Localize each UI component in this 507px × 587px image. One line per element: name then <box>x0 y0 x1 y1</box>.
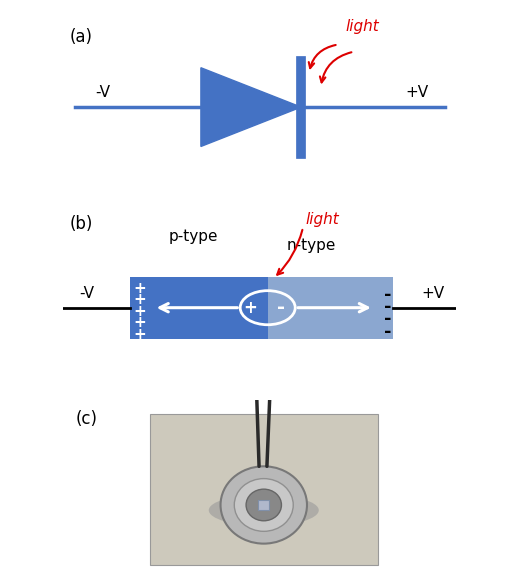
Text: -: - <box>384 311 391 329</box>
Text: +: + <box>134 304 147 319</box>
Text: (a): (a) <box>69 28 92 46</box>
Bar <box>258 500 269 510</box>
Text: (c): (c) <box>75 410 97 428</box>
Circle shape <box>246 489 281 521</box>
Text: -V: -V <box>80 286 94 301</box>
Ellipse shape <box>209 494 319 526</box>
Text: +: + <box>243 299 257 317</box>
Text: -: - <box>277 298 285 317</box>
Text: +: + <box>134 292 147 308</box>
Text: -: - <box>384 298 391 316</box>
Text: -V: -V <box>95 85 110 100</box>
Text: light: light <box>345 19 379 34</box>
Text: p-type: p-type <box>168 229 218 244</box>
Text: -: - <box>384 323 391 341</box>
Text: +: + <box>134 281 147 296</box>
Bar <box>268 276 393 339</box>
Bar <box>130 276 268 339</box>
Text: light: light <box>306 212 340 227</box>
Circle shape <box>221 466 307 544</box>
Text: +V: +V <box>406 85 428 100</box>
Circle shape <box>234 478 293 531</box>
Text: (b): (b) <box>69 215 93 233</box>
Polygon shape <box>201 68 301 147</box>
Text: n-type: n-type <box>286 238 336 253</box>
Bar <box>150 414 378 565</box>
Text: +V: +V <box>421 286 444 301</box>
Text: -: - <box>384 286 391 303</box>
Text: +: + <box>134 315 147 330</box>
Text: +: + <box>134 326 147 342</box>
